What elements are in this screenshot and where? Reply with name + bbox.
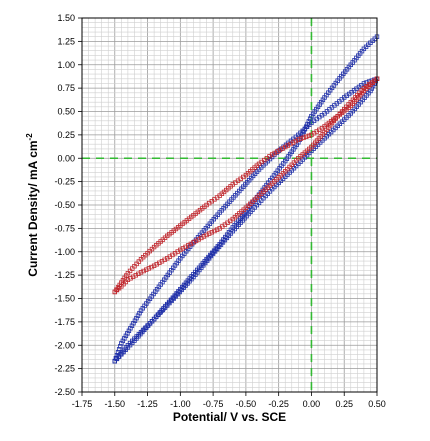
data-point bbox=[149, 264, 154, 270]
data-point bbox=[296, 140, 301, 145]
data-point bbox=[204, 232, 209, 238]
y-tick-label: -2.25 bbox=[54, 364, 75, 374]
data-point bbox=[305, 121, 310, 127]
y-axis-title-superscript: -2 bbox=[25, 133, 34, 141]
y-tick-label: -1.00 bbox=[54, 247, 75, 257]
x-tick-label: 0.25 bbox=[335, 399, 353, 409]
data-point bbox=[119, 341, 124, 346]
x-tick-label: -1.25 bbox=[137, 399, 158, 409]
y-tick-label: 0.25 bbox=[57, 130, 75, 140]
y-tick-label: -1.25 bbox=[54, 270, 75, 280]
x-tick-label: 0.50 bbox=[368, 399, 386, 409]
y-tick-label: 0.75 bbox=[57, 83, 75, 93]
y-axis-title-text: Current Density/ mA cm bbox=[26, 140, 40, 276]
y-tick-label: -1.50 bbox=[54, 294, 75, 304]
y-tick-label: 0.00 bbox=[57, 153, 75, 163]
data-point bbox=[300, 132, 305, 137]
data-point bbox=[306, 119, 312, 124]
data-point bbox=[301, 129, 306, 135]
data-point bbox=[116, 347, 122, 352]
data-point bbox=[303, 124, 309, 129]
x-tick-label: -0.50 bbox=[236, 399, 257, 409]
data-point bbox=[302, 127, 308, 132]
y-tick-label: -0.25 bbox=[54, 177, 75, 187]
data-point bbox=[368, 88, 373, 94]
data-point bbox=[138, 270, 144, 275]
y-axis-ticks: -2.50 -2.25 -2.00 -1.75 -1.50 -1.25 -1.00 -0.75… bbox=[54, 13, 82, 397]
x-tick-label: -0.75 bbox=[203, 399, 224, 409]
x-tick-label: 0.00 bbox=[303, 399, 321, 409]
y-tick-label: -2.50 bbox=[54, 387, 75, 397]
series-1 bbox=[112, 34, 380, 364]
x-axis-ticks: -1.75 -1.50 -1.25 -1.00 -0.75 -0.50 -0.25 0.00 0… bbox=[72, 392, 386, 409]
y-tick-label: 0.50 bbox=[57, 107, 75, 117]
x-tick-label: -1.00 bbox=[170, 399, 191, 409]
y-tick-label: -2.00 bbox=[54, 340, 75, 350]
x-tick-label: -1.75 bbox=[72, 399, 93, 409]
data-point bbox=[146, 266, 152, 271]
y-tick-label: 1.50 bbox=[57, 13, 75, 23]
reference-lines bbox=[82, 18, 377, 392]
data-point bbox=[307, 116, 313, 121]
data-point bbox=[301, 135, 306, 140]
data-point bbox=[118, 344, 123, 349]
data-point bbox=[309, 132, 314, 138]
data-point bbox=[298, 136, 304, 141]
y-tick-label: -0.75 bbox=[54, 223, 75, 233]
y-tick-label: 1.00 bbox=[57, 60, 75, 70]
data-point bbox=[112, 289, 117, 295]
y-tick-label: -0.50 bbox=[54, 200, 75, 210]
y-axis-title: Current Density/ mA cm-2 bbox=[25, 133, 40, 277]
x-axis-title: Potential/ V vs. SCE bbox=[173, 410, 286, 424]
data-point bbox=[306, 133, 312, 139]
series-3 bbox=[112, 76, 380, 295]
data-point bbox=[144, 267, 149, 272]
x-tick-label: -1.50 bbox=[105, 399, 126, 409]
data-point bbox=[303, 134, 309, 139]
data-point bbox=[206, 231, 212, 236]
data-point bbox=[209, 230, 214, 235]
data-point bbox=[214, 227, 220, 232]
data-point bbox=[212, 228, 217, 234]
y-tick-label: 1.25 bbox=[57, 36, 75, 46]
y-tick-label: -1.75 bbox=[54, 317, 75, 327]
data-point bbox=[141, 268, 146, 274]
series-layer bbox=[112, 34, 380, 364]
x-tick-label: -0.25 bbox=[268, 399, 289, 409]
